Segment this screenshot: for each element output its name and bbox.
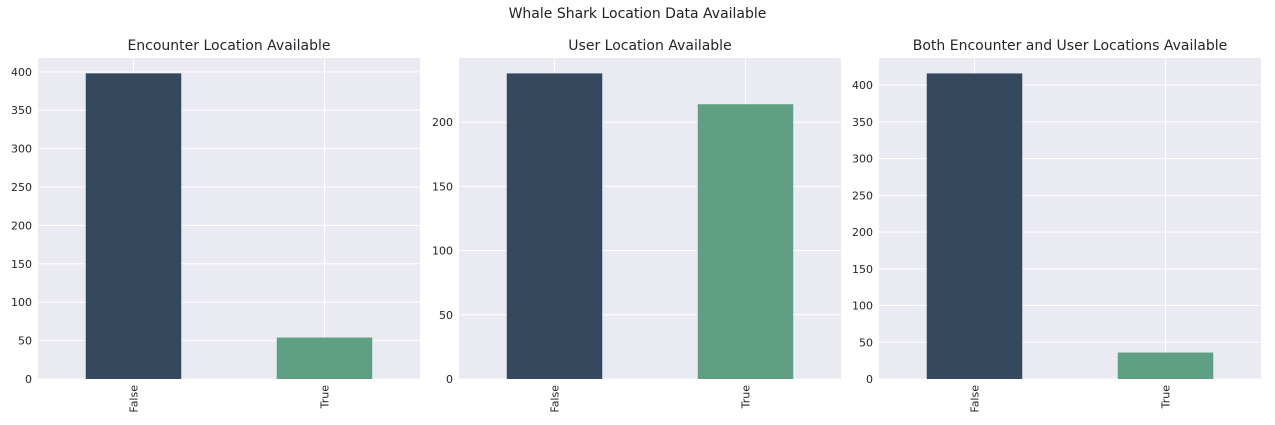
y-tick-label: 0 [446, 373, 453, 386]
y-tick-label: 400 [852, 79, 873, 92]
bar-true [1117, 352, 1214, 379]
y-tick-label: 0 [866, 373, 873, 386]
bar-false [506, 73, 603, 380]
bar-false [85, 73, 182, 379]
y-tick-label: 0 [25, 373, 32, 386]
y-tick-label: 150 [852, 263, 873, 276]
y-tick-label: 350 [11, 104, 32, 117]
y-tick-label: 250 [11, 181, 32, 194]
y-tick-label: 100 [432, 245, 453, 258]
bar-false [926, 73, 1023, 379]
figure-title: Whale Shark Location Data Available [508, 6, 767, 22]
y-tick-label: 150 [11, 258, 32, 271]
chart-1: 0 50 100 150 200 250 300 350 400 False True Encount… [11, 38, 420, 413]
bar-true [697, 104, 794, 379]
y-tick-label: 300 [11, 143, 32, 156]
chart-3: 0 50 100 150 200 250 300 350 400 False True Both En… [852, 38, 1261, 413]
y-tick-label: 100 [852, 300, 873, 313]
x-tick-label: False [128, 385, 141, 413]
y-tick-label: 50 [859, 336, 873, 349]
x-tick-label: True [740, 385, 753, 410]
x-tick-label: True [319, 385, 332, 410]
chart-title: Both Encounter and User Locations Availa… [913, 38, 1228, 54]
y-tick-label: 50 [439, 309, 453, 322]
y-tick-label: 250 [852, 189, 873, 202]
y-tick-label: 350 [852, 116, 873, 129]
y-tick-label: 50 [18, 335, 32, 348]
y-tick-label: 100 [11, 296, 32, 309]
chart-2: 0 50 100 150 200 False True User Location Avail… [432, 38, 841, 413]
chart-title: User Location Available [568, 38, 731, 54]
bar-true [276, 337, 373, 379]
y-tick-label: 200 [432, 116, 453, 129]
x-tick-label: True [1160, 385, 1173, 410]
y-tick-label: 200 [852, 226, 873, 239]
x-tick-label: False [969, 385, 982, 413]
x-tick-label: False [549, 385, 562, 413]
y-tick-label: 200 [11, 219, 32, 232]
y-tick-label: 150 [432, 180, 453, 193]
chart-title: Encounter Location Available [127, 38, 330, 54]
y-tick-label: 400 [11, 66, 32, 79]
y-tick-label: 300 [852, 153, 873, 166]
